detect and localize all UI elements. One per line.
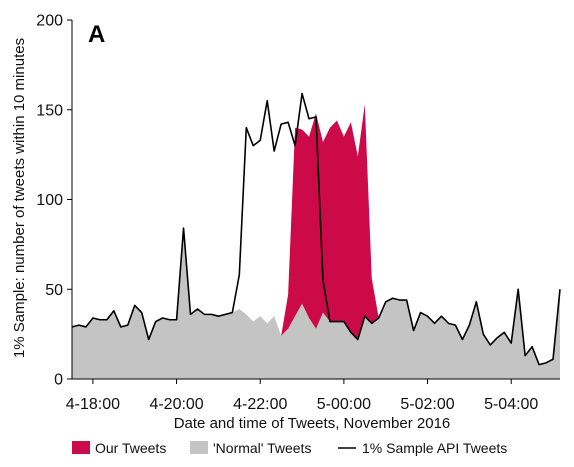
x-tick-label: 5-04:00 xyxy=(484,396,538,413)
our-tweets-area xyxy=(281,104,379,340)
normal-tweets-area xyxy=(72,228,560,379)
axes: 0 50 100 150 200 4-18:00 4-20:00 4-22:00 5-00:00… xyxy=(36,13,560,413)
y-tick-label: 150 xyxy=(36,102,63,119)
x-tick-label: 4-22:00 xyxy=(233,396,287,413)
y-axis-title: 1% Sample: number of tweets within 10 mi… xyxy=(11,38,28,358)
sample-api-line xyxy=(71,92,561,366)
legend-swatch-normal-tweets xyxy=(190,441,208,454)
y-tick-label: 50 xyxy=(45,282,63,299)
y-tick-label: 200 xyxy=(36,13,63,30)
legend-swatch-our-tweets xyxy=(72,441,90,454)
plot-area xyxy=(71,92,561,379)
legend-label-normal-tweets: 'Normal' Tweets xyxy=(213,440,311,456)
x-tick-label: 4-20:00 xyxy=(149,396,203,413)
panel-label: A xyxy=(88,21,105,48)
x-tick-label: 5-02:00 xyxy=(400,396,454,413)
x-tick-label: 5-00:00 xyxy=(317,396,371,413)
y-tick-label: 100 xyxy=(36,192,63,209)
x-tick-label: 4-18:00 xyxy=(66,396,120,413)
legend: Our Tweets 'Normal' Tweets 1% Sample API… xyxy=(72,440,507,456)
x-axis-title: Date and time of Tweets, November 2016 xyxy=(174,415,451,432)
legend-label-our-tweets: Our Tweets xyxy=(95,440,166,456)
legend-label-sample-api: 1% Sample API Tweets xyxy=(362,440,507,456)
y-tick-label: 0 xyxy=(54,372,63,389)
